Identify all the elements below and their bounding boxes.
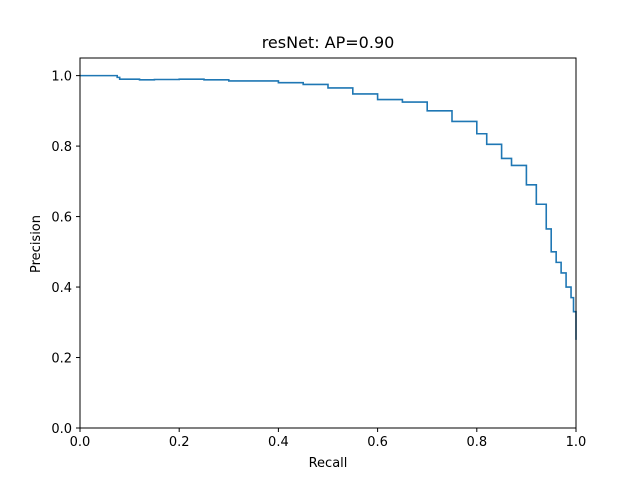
y-tick-label: 0.2: [51, 352, 72, 367]
y-tick-label: 1.0: [51, 70, 72, 85]
chart-title: resNet: AP=0.90: [262, 33, 395, 52]
y-tick-label: 0.4: [51, 281, 72, 296]
axes-frame: [79, 57, 577, 429]
x-axis-label: Recall: [309, 456, 348, 471]
y-axis-label: Precision: [29, 215, 44, 273]
y-tick-label: 0.6: [51, 211, 72, 226]
x-tick-label: 1.0: [566, 435, 587, 450]
x-tick-label: 0.2: [169, 435, 190, 450]
x-tick-label: 0.0: [70, 435, 91, 450]
x-tick-label: 0.4: [268, 435, 289, 450]
series-line-0: [80, 74, 577, 340]
y-tick-label: 0.0: [51, 422, 72, 437]
x-tick-label: 0.8: [466, 435, 487, 450]
y-tick-label: 0.8: [51, 140, 72, 155]
x-tick-label: 0.6: [367, 435, 388, 450]
